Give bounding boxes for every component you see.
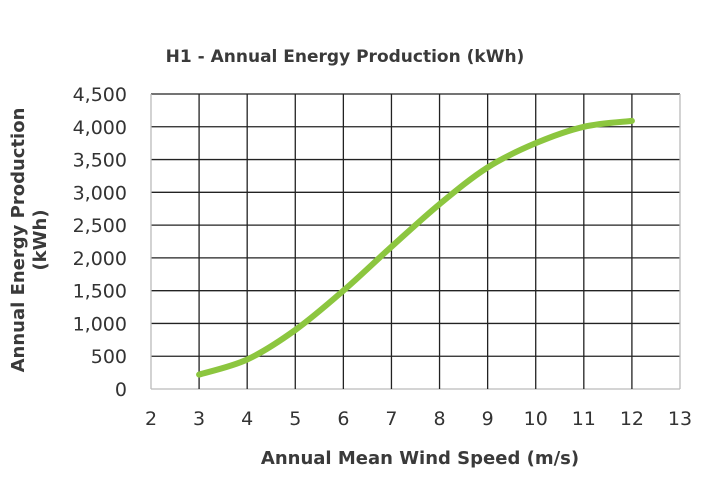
series-line [196, 117, 635, 378]
y-tick-label: 4,000 [73, 117, 127, 139]
x-tick-label: 4 [241, 408, 253, 430]
grid [150, 93, 681, 390]
y-tick-label: 2,000 [73, 248, 127, 270]
y-tick-label: 3,500 [73, 150, 127, 172]
y-tick-label: 500 [91, 346, 127, 368]
y-axis-label-line2: (kWh) [30, 209, 51, 270]
x-tick-label: 11 [572, 408, 596, 430]
x-tick-label: 12 [620, 408, 644, 430]
x-tick-label: 13 [668, 408, 692, 430]
x-tick-label: 5 [289, 408, 301, 430]
x-tick-labels: 2 3 4 5 6 7 8 9 10 11 12 13 [145, 408, 692, 430]
series-group [196, 117, 635, 378]
y-tick-label: 1,500 [73, 281, 127, 303]
y-tick-label: 1,000 [73, 313, 127, 335]
y-tick-label: 0 [115, 379, 127, 401]
y-tick-label: 4,500 [73, 84, 127, 106]
x-tick-label: 7 [385, 408, 397, 430]
x-tick-label: 2 [145, 408, 157, 430]
y-tick-label: 2,500 [73, 215, 127, 237]
x-axis-label: Annual Mean Wind Speed (m/s) [261, 448, 579, 469]
x-tick-label: 10 [524, 408, 548, 430]
y-tick-label: 3,000 [73, 182, 127, 204]
x-tick-label: 8 [433, 408, 445, 430]
x-tick-label: 9 [482, 408, 494, 430]
y-axis-label-line1: Annual Energy Production [8, 108, 29, 373]
x-tick-label: 3 [193, 408, 205, 430]
x-tick-label: 6 [337, 408, 349, 430]
chart-title: H1 - Annual Energy Production (kWh) [166, 47, 525, 67]
y-tick-labels: 0 500 1,000 1,500 2,000 2,500 3,000 3,500 4,000 4… [73, 84, 127, 401]
